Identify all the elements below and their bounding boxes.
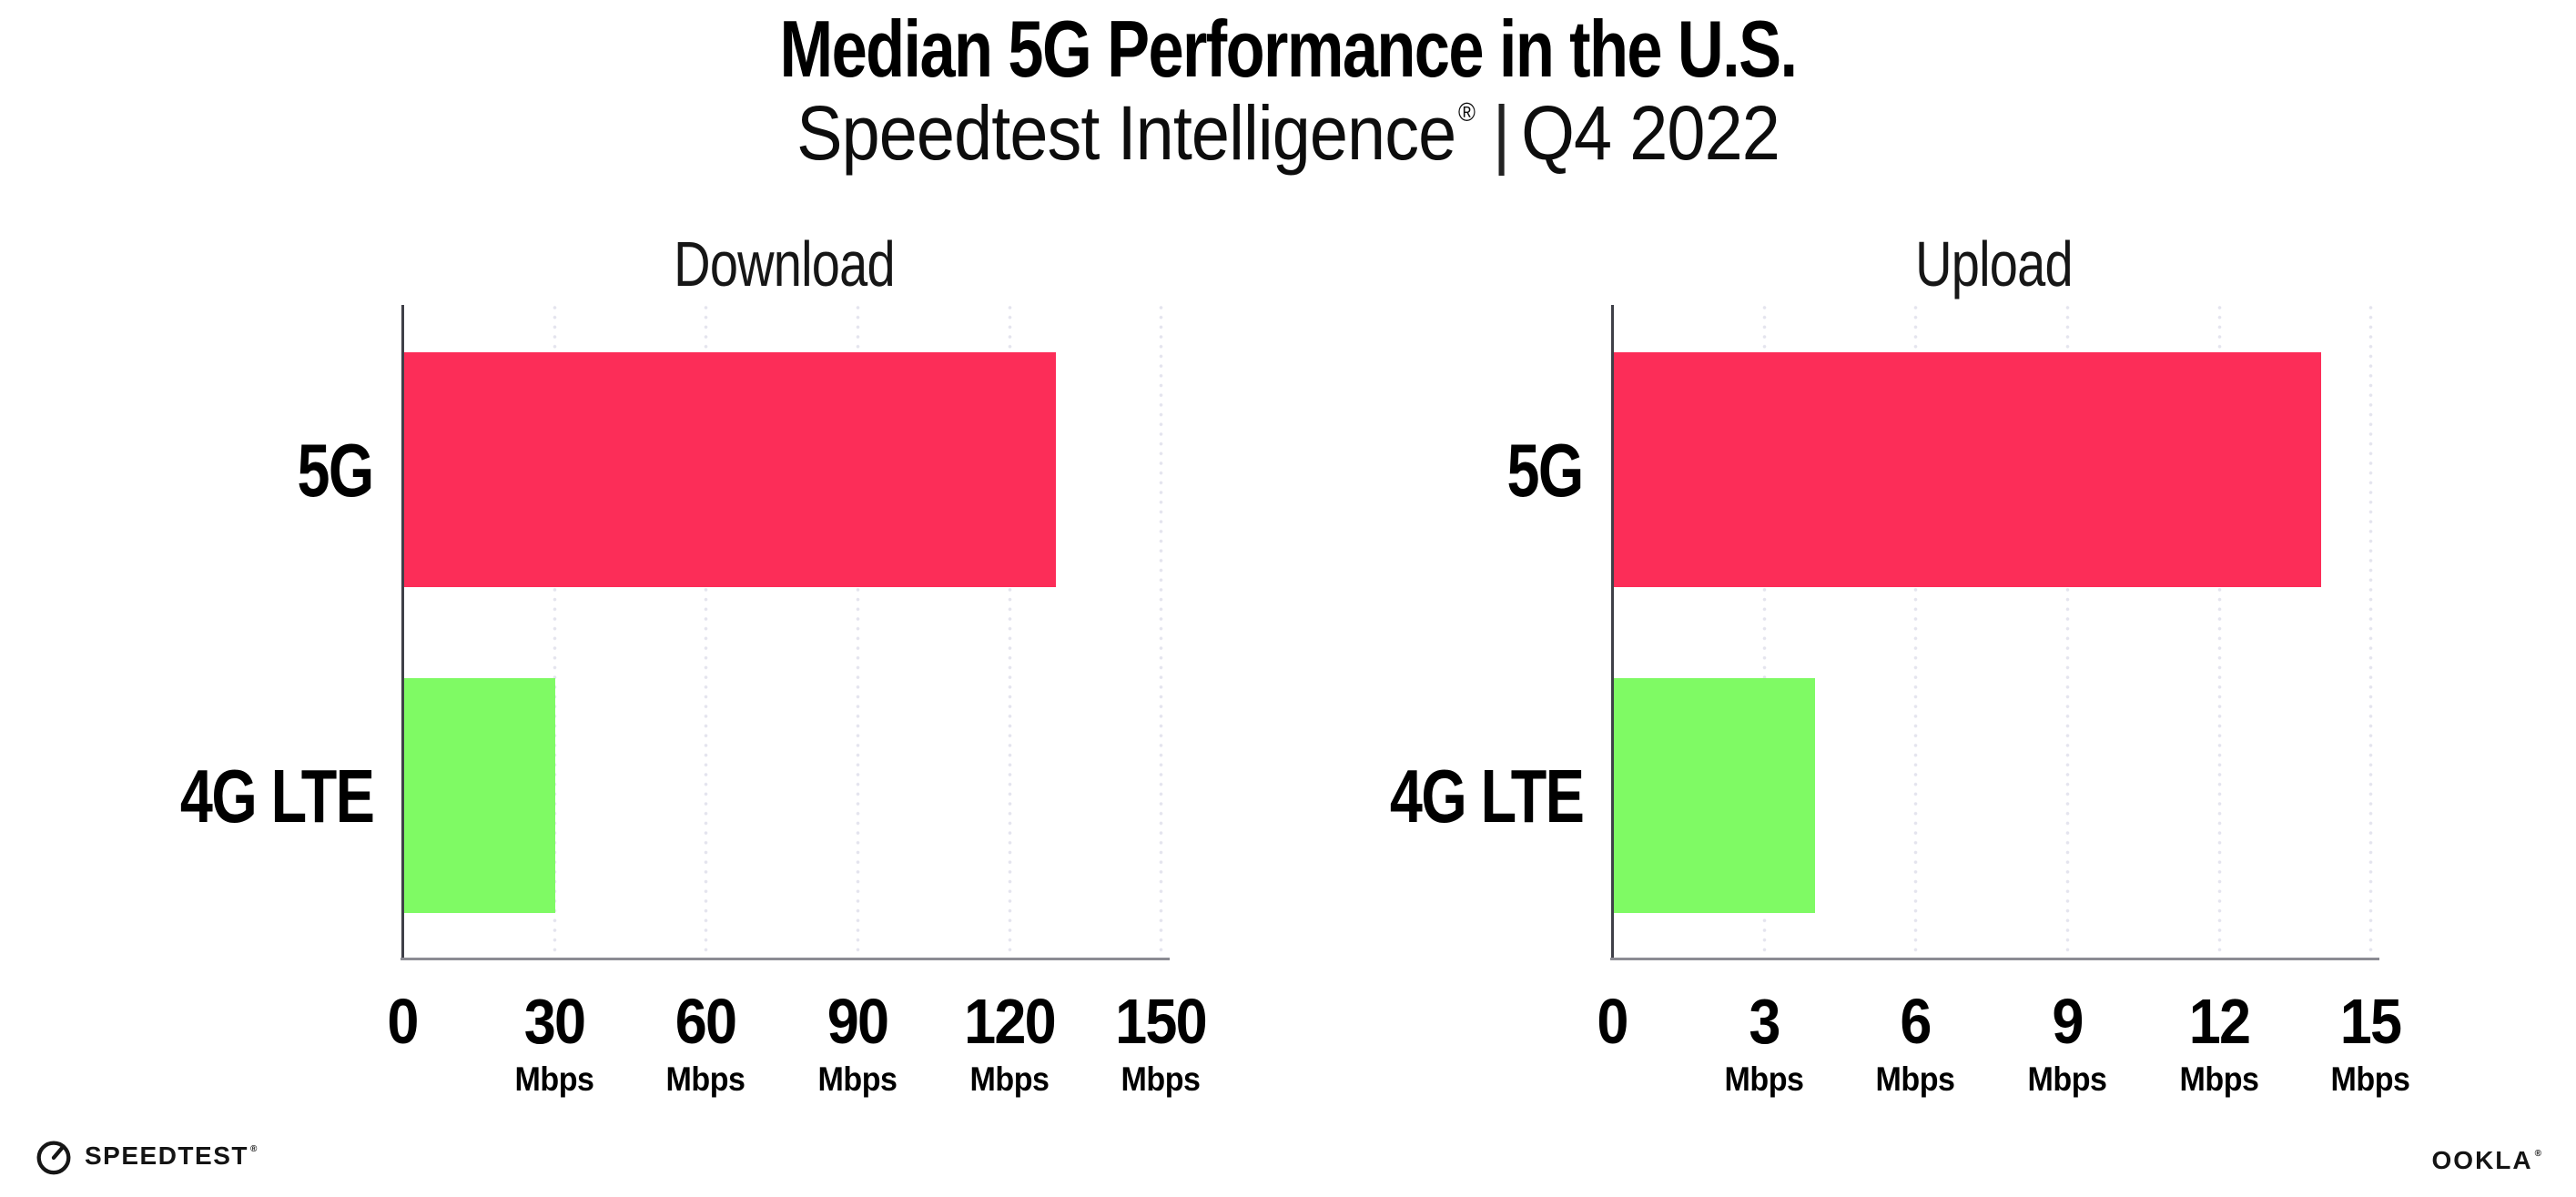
gridline	[1761, 305, 1767, 959]
bar-5g	[403, 352, 1056, 587]
x-tick-value: 90	[827, 986, 889, 1057]
plot-area: 5G 4G LTE 0 30 Mbps 60 Mbps 90 Mbps 120 Mbps 150 Mb…	[180, 305, 1208, 1096]
bars	[1612, 305, 2376, 959]
upload-chart: Upload 5G 4G LTE 0 3 Mbps 6 Mbps 9 Mbps 12 Mbps 15…	[1390, 232, 2411, 1096]
speedtest-wordmark: SPEEDTEST	[85, 1141, 248, 1170]
y-axis-line	[1611, 305, 1614, 959]
subtitle-period: Q4 2022	[1521, 90, 1780, 176]
x-axis-line	[401, 958, 1170, 960]
gridline	[2216, 305, 2222, 959]
x-tick: 0	[1596, 989, 1629, 1053]
x-tick-value: 15	[2340, 986, 2402, 1057]
bar-4g-lte	[403, 678, 555, 913]
x-tick-unit: Mbps	[2179, 1060, 2259, 1098]
x-tick-unit: Mbps	[817, 1060, 898, 1098]
plot-area: 5G 4G LTE 0 3 Mbps 6 Mbps 9 Mbps 12 Mbps 15 Mbps	[1390, 305, 2410, 1096]
category-label-5g: 5G	[297, 427, 375, 512]
gridline	[2368, 305, 2374, 959]
x-tick: 15 Mbps	[2328, 989, 2414, 1096]
x-tick-unit: Mbps	[514, 1060, 594, 1098]
x-tick-unit: Mbps	[2330, 1060, 2410, 1098]
download-chart: Download 5G 4G LTE 0 30 Mbps 60 Mbps 90 Mbps 120…	[180, 232, 1209, 1096]
ookla-wordmark: OOKLA	[2431, 1146, 2533, 1174]
x-tick-unit: Mbps	[1121, 1060, 1201, 1098]
gridline	[552, 305, 557, 959]
bar-5g	[1613, 352, 2321, 587]
x-tick-value: 9	[2052, 986, 2084, 1057]
category-label-4g-lte: 4G LTE	[1389, 753, 1585, 838]
gridline	[704, 305, 709, 959]
subtitle-brand: Speedtest Intelligence	[796, 90, 1456, 176]
category-label-4g-lte: 4G LTE	[179, 753, 375, 838]
page-title: Median 5G Performance in the U.S.	[779, 4, 1799, 94]
x-tick-unit: Mbps	[665, 1060, 745, 1098]
x-tick: 150 Mbps	[1111, 989, 1212, 1096]
y-axis-line	[401, 305, 404, 959]
x-tick-value: 30	[523, 986, 585, 1057]
registered-mark-icon: ®	[1457, 98, 1476, 127]
bar-4g-lte	[1613, 678, 1816, 913]
x-tick: 3 Mbps	[1720, 989, 1807, 1096]
gridline	[1913, 305, 1919, 959]
x-tick-value: 6	[1900, 986, 1932, 1057]
x-tick: 0	[386, 989, 420, 1053]
x-tick-value: 3	[1749, 986, 1780, 1057]
x-tick: 90 Mbps	[815, 989, 901, 1096]
gridline	[856, 305, 861, 959]
x-tick-value: 0	[387, 986, 419, 1057]
speedtest-logo-text: SPEEDTEST ®	[85, 1143, 259, 1169]
registered-mark-icon: ®	[249, 1144, 259, 1154]
speedtest-gauge-icon	[36, 1141, 71, 1175]
page-subtitle: Speedtest Intelligence® | Q4 2022	[129, 95, 2448, 171]
x-tick-unit: Mbps	[969, 1060, 1050, 1098]
x-axis-line	[1610, 958, 2379, 960]
x-tick-value: 120	[963, 986, 1057, 1057]
x-tick-unit: Mbps	[1724, 1060, 1804, 1098]
speedtest-logo: SPEEDTEST ®	[33, 1135, 259, 1177]
x-tick-value: 150	[1115, 986, 1209, 1057]
x-tick: 6 Mbps	[1872, 989, 1959, 1096]
ookla-logo: OOKLA ®	[2432, 1148, 2543, 1173]
chart-title: Upload	[1915, 228, 2073, 299]
x-tick: 9 Mbps	[2024, 989, 2111, 1096]
x-tick: 60 Mbps	[663, 989, 749, 1096]
category-label-5g: 5G	[1506, 427, 1585, 512]
x-tick: 30 Mbps	[511, 989, 597, 1096]
x-tick-unit: Mbps	[2027, 1060, 2107, 1098]
x-tick: 12 Mbps	[2175, 989, 2262, 1096]
chart-title: Download	[674, 228, 895, 299]
x-tick-value: 0	[1597, 986, 1628, 1057]
x-tick-value: 60	[675, 986, 737, 1057]
x-tick-value: 12	[2188, 986, 2250, 1057]
gridline	[1159, 305, 1164, 959]
bars	[402, 305, 1166, 959]
gridline	[1007, 305, 1012, 959]
x-tick: 120 Mbps	[958, 989, 1060, 1096]
registered-mark-icon: ®	[2534, 1149, 2543, 1159]
x-tick-unit: Mbps	[1875, 1060, 1955, 1098]
gridline	[2065, 305, 2071, 959]
subtitle-separator: |	[1492, 90, 1511, 176]
